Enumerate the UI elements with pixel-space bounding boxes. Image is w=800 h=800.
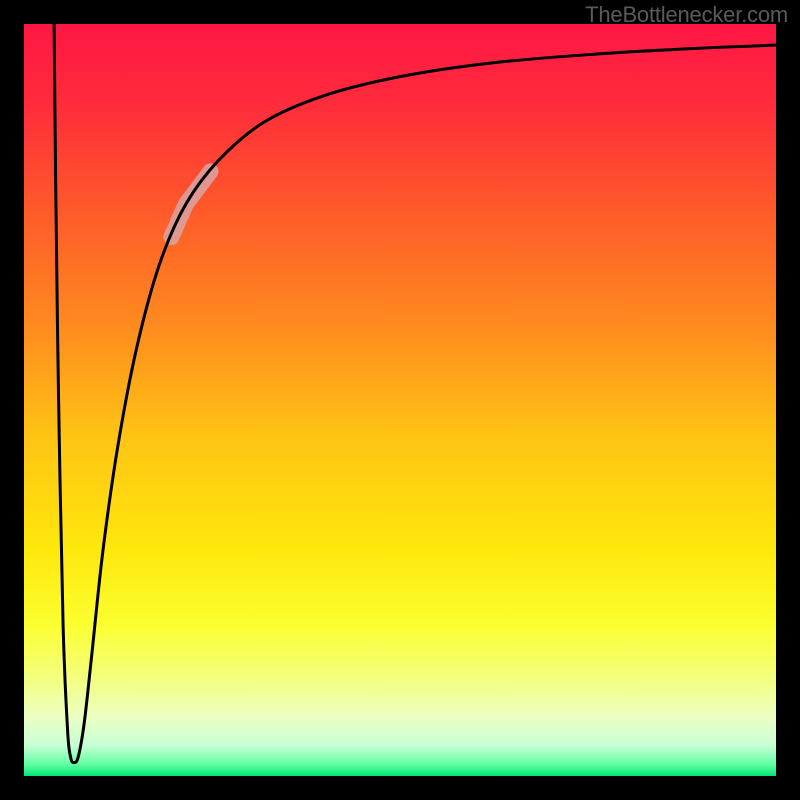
- chart-container: TheBottlenecker.com: [0, 0, 800, 800]
- border-right: [776, 0, 800, 800]
- bottleneck-chart: [0, 0, 800, 800]
- border-left: [0, 0, 24, 800]
- watermark-text: TheBottlenecker.com: [585, 2, 788, 28]
- gradient-background: [24, 24, 776, 776]
- border-bottom: [0, 776, 800, 800]
